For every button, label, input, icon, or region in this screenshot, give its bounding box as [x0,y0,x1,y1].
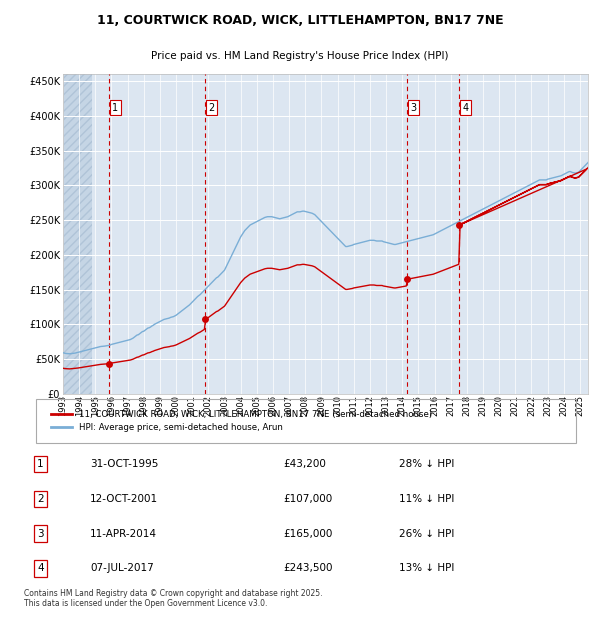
Text: 28% ↓ HPI: 28% ↓ HPI [400,459,455,469]
Text: 2: 2 [208,103,214,113]
Text: 3: 3 [410,103,416,113]
Text: 4: 4 [463,103,469,113]
Text: 3: 3 [37,529,44,539]
Text: 12-OCT-2001: 12-OCT-2001 [90,494,158,503]
Text: £107,000: £107,000 [283,494,332,503]
Text: 11, COURTWICK ROAD, WICK, LITTLEHAMPTON, BN17 7NE: 11, COURTWICK ROAD, WICK, LITTLEHAMPTON,… [97,14,503,27]
Text: 1: 1 [37,459,44,469]
Text: £243,500: £243,500 [283,564,333,574]
Text: 26% ↓ HPI: 26% ↓ HPI [400,529,455,539]
Text: £43,200: £43,200 [283,459,326,469]
Text: 11% ↓ HPI: 11% ↓ HPI [400,494,455,503]
Text: £165,000: £165,000 [283,529,333,539]
Text: 13% ↓ HPI: 13% ↓ HPI [400,564,455,574]
Text: Price paid vs. HM Land Registry's House Price Index (HPI): Price paid vs. HM Land Registry's House … [151,51,449,61]
Text: 4: 4 [37,564,44,574]
Text: 07-JUL-2017: 07-JUL-2017 [90,564,154,574]
Text: 2: 2 [37,494,44,503]
Text: 31-OCT-1995: 31-OCT-1995 [90,459,158,469]
Text: Contains HM Land Registry data © Crown copyright and database right 2025.
This d: Contains HM Land Registry data © Crown c… [24,589,323,608]
Text: 1: 1 [112,103,118,113]
Legend: 11, COURTWICK ROAD, WICK, LITTLEHAMPTON, BN17 7NE (semi-detached house), HPI: Av: 11, COURTWICK ROAD, WICK, LITTLEHAMPTON,… [46,404,437,438]
Text: 11-APR-2014: 11-APR-2014 [90,529,157,539]
Bar [63,74,92,394]
